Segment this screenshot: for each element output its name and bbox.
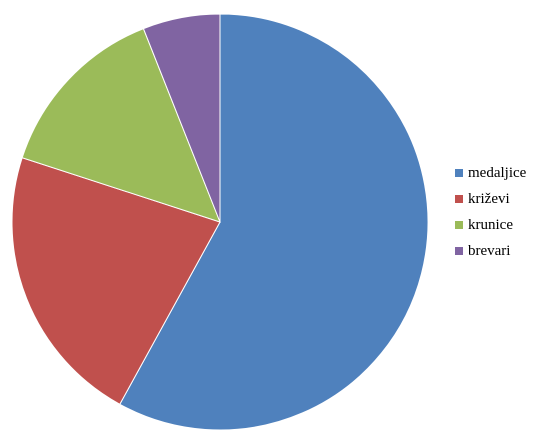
legend-item-krizevi: križevi [455,186,560,212]
pie-slice-krizevi [11,157,221,405]
legend-swatch-brevari [455,247,463,255]
pie-slice-brevari [142,13,221,223]
legend: medaljice križevi krunice brevari [455,160,560,264]
legend-item-brevari: brevari [455,238,560,264]
legend-label-brevari: brevari [468,242,511,259]
legend-item-krunice: krunice [455,212,560,238]
pie-slice-medaljice [119,13,429,431]
legend-label-krizevi: križevi [468,190,510,207]
legend-label-krunice: krunice [468,216,513,233]
pie-slice-krunice [21,27,221,223]
legend-swatch-medaljice [455,169,463,177]
pie-slices [11,13,429,431]
legend-item-medaljice: medaljice [455,160,560,186]
legend-swatch-krizevi [455,195,463,203]
legend-swatch-krunice [455,221,463,229]
legend-label-medaljice: medaljice [468,164,527,181]
